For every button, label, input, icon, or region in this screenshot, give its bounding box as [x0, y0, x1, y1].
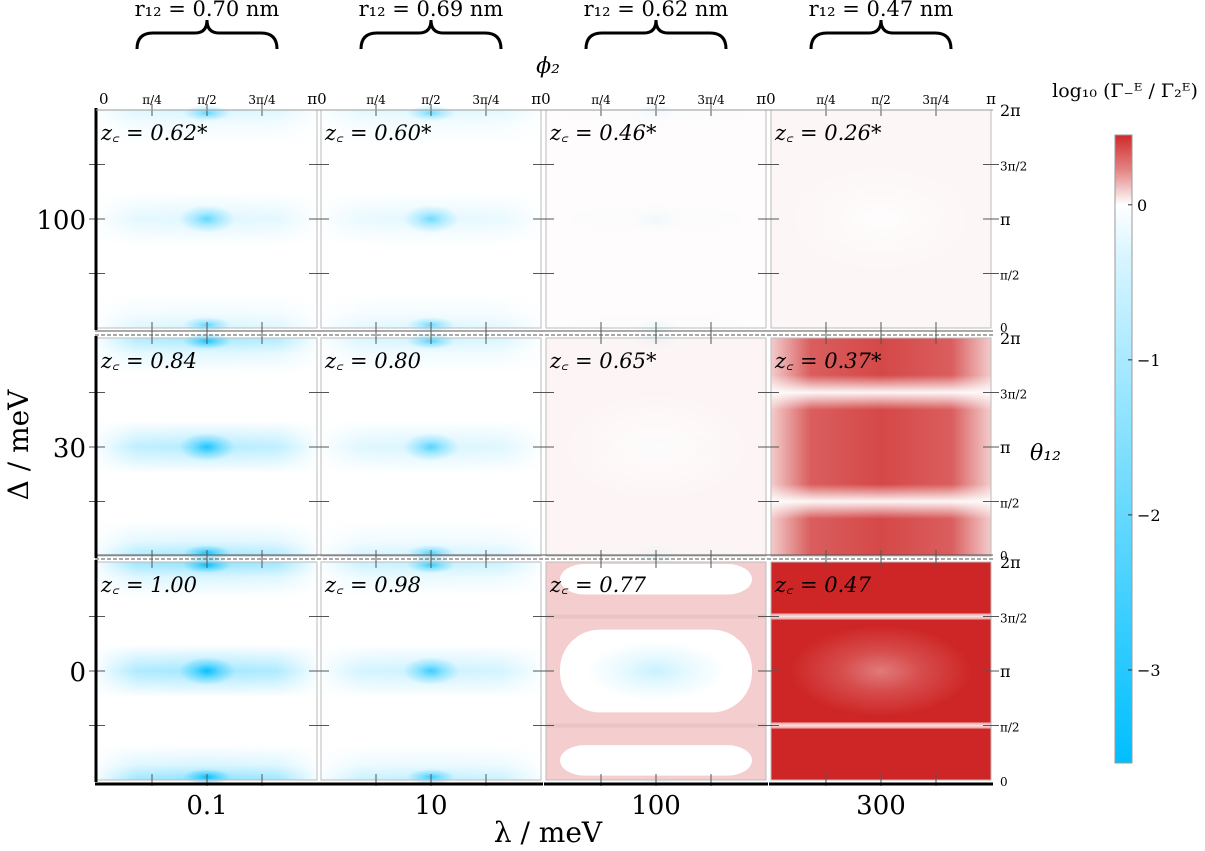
top-tick-label: π/2 — [871, 93, 891, 107]
heatmap-panels: z꜀ = 0.62* z꜀ = 0.60* z꜀ = 0.46* z꜀ = 0.26*… — [97, 105, 991, 785]
right-tick-label: π/2 — [1000, 497, 1020, 511]
left-tick-label: 30 — [53, 434, 86, 464]
top-tick-label: π/2 — [646, 93, 666, 107]
top-tick-label: π/2 — [421, 93, 441, 107]
panel-min-spot — [179, 433, 235, 461]
right-tick-label: π — [1000, 662, 1011, 681]
zc-label: z꜀ = 0.46* — [549, 121, 657, 145]
bottom-tick-label: 100 — [631, 791, 681, 821]
top-tick-label: 3π/4 — [472, 93, 500, 107]
column-brace — [809, 19, 953, 50]
zc-label: z꜀ = 0.84 — [100, 349, 197, 373]
heatmap-panel-r0-c1: z꜀ = 0.60* — [321, 105, 541, 333]
top-axis-label: ϕ₂ — [536, 54, 560, 79]
heatmap-panel-r1-c0: z꜀ = 0.84 — [97, 333, 317, 561]
heatmap-panel-r2-c3: z꜀ = 0.47 — [771, 562, 991, 780]
colorbar-gradient — [1114, 134, 1133, 764]
zc-label: z꜀ = 0.26* — [774, 121, 882, 145]
bottom-tick-label: 10 — [414, 791, 447, 821]
panel-min-spot — [403, 657, 459, 685]
heatmap-panel-r1-c3: z꜀ = 0.37* — [771, 338, 991, 556]
heatmap-panel-r0-c2: z꜀ = 0.46* — [546, 105, 766, 333]
heatmap-panel-r0-c3: z꜀ = 0.26* — [771, 110, 991, 328]
top-tick-label: π/2 — [197, 93, 217, 107]
panel-min-spot — [403, 433, 459, 461]
top-tick-label: 3π/4 — [248, 93, 276, 107]
panel-center-glow — [791, 626, 971, 716]
column-header: r₁₂ = 0.47 nm — [809, 0, 954, 21]
panel-white-island — [560, 564, 752, 595]
heatmap-panel-r2-c2: z꜀ = 0.77 — [546, 557, 766, 785]
panel-min-spot — [179, 657, 235, 685]
column-brace — [584, 19, 728, 50]
heatmap-panel-r1-c2: z꜀ = 0.65* — [546, 333, 766, 561]
right-tick-label: 3π/2 — [1000, 612, 1027, 626]
zc-label: z꜀ = 0.47 — [774, 573, 872, 597]
column-header: r₁₂ = 0.62 nm — [584, 0, 729, 21]
column-header: r₁₂ = 0.69 nm — [359, 0, 504, 21]
panel-faint-tint — [546, 110, 766, 328]
zc-label: z꜀ = 1.00 — [100, 573, 197, 597]
right-tick-label: π/2 — [1000, 269, 1020, 283]
colorbar: 0 −1 −2 −3 log₁₀ (Γ₋ᴱ / Γ₂ᴱ) — [1052, 80, 1198, 764]
left-tick-label: 100 — [36, 206, 86, 236]
zc-label: z꜀ = 0.62* — [100, 121, 208, 145]
right-tick-label: 2π — [1000, 329, 1021, 348]
right-tick-label: π — [1000, 210, 1011, 229]
bottom-tick-label: 0.1 — [186, 791, 227, 821]
top-tick-label: π0 — [307, 90, 326, 108]
right-tick-label: 0 — [1000, 549, 1008, 563]
column-brace — [135, 19, 279, 50]
panel-band-line — [546, 614, 766, 619]
right-tick-label: 3π/2 — [1000, 388, 1027, 402]
zc-label: z꜀ = 0.77 — [549, 573, 647, 597]
bottom-tick-label: 300 — [856, 791, 906, 821]
heatmap-panel-r2-c1: z꜀ = 0.98 — [321, 557, 541, 785]
top-tick-label: π/4 — [366, 93, 386, 107]
panel-frames — [89, 104, 999, 786]
right-axis-label: θ₁₂ — [1030, 441, 1061, 466]
colorbar-tick-label: −2 — [1137, 506, 1161, 525]
bottom-axis-label: λ / meV — [494, 816, 603, 849]
zc-label: z꜀ = 0.65* — [549, 349, 657, 373]
top-tick-label: π/4 — [816, 93, 836, 107]
panel-band-line — [546, 723, 766, 728]
column-braces: r₁₂ = 0.70 nm r₁₂ = 0.69 nm r₁₂ = 0.62 nm r… — [135, 0, 954, 50]
right-tick-label: π — [1000, 438, 1011, 457]
colorbar-tick-label: 0 — [1137, 196, 1147, 215]
right-tick-label: 0 — [1000, 321, 1008, 335]
heatmap-panel-r1-c1: z꜀ = 0.80 — [321, 333, 541, 561]
top-tick-label: π0 — [756, 90, 775, 108]
zc-label: z꜀ = 0.60* — [324, 121, 432, 145]
colorbar-label: log₁₀ (Γ₋ᴱ / Γ₂ᴱ) — [1052, 80, 1198, 102]
panel-white-island — [560, 745, 752, 776]
zc-label: z꜀ = 0.37* — [774, 349, 882, 373]
colorbar-tick-label: −1 — [1137, 351, 1161, 370]
right-tick-label: 3π/2 — [1000, 160, 1027, 174]
heatmap-panel-r0-c0: z꜀ = 0.62* — [97, 105, 317, 333]
column-brace — [359, 19, 503, 50]
top-tick-label: 3π/4 — [922, 93, 950, 107]
panel-min-spot — [403, 205, 459, 233]
top-tick-label: π/4 — [142, 93, 162, 107]
zc-label: z꜀ = 0.98 — [324, 573, 421, 597]
right-tick-label: 2π — [1000, 101, 1021, 120]
left-axis-label: Δ / meV — [2, 389, 35, 501]
axis-labels: ϕ₂0 π/4 π/2 3π/4 π0 π/4 π/2 3π/4 π0 π/4 π/2 3π/4 π0 π… — [2, 54, 1061, 849]
panel-min-spot — [179, 205, 235, 233]
top-tick-label: 3π/4 — [697, 93, 725, 107]
top-tick-label: π — [986, 90, 996, 108]
top-tick-label: π0 — [531, 90, 550, 108]
top-tick-label: 0 — [99, 90, 109, 108]
column-header: r₁₂ = 0.70 nm — [135, 0, 280, 21]
colorbar-tick-label: −3 — [1137, 661, 1161, 680]
right-tick-label: π/2 — [1000, 721, 1020, 735]
zc-label: z꜀ = 0.80 — [324, 349, 421, 373]
left-tick-label: 0 — [69, 658, 86, 688]
top-tick-label: π/4 — [591, 93, 611, 107]
heatmap-panel-r2-c0: z꜀ = 1.00 — [97, 557, 317, 785]
right-tick-label: 2π — [1000, 553, 1021, 572]
right-tick-label: 0 — [1000, 775, 1008, 789]
